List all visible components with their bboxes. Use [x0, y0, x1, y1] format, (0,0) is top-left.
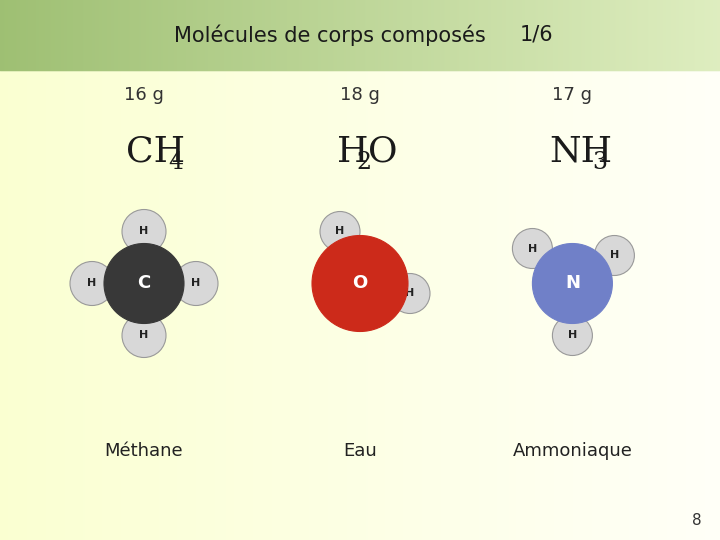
Text: O: O [368, 135, 397, 169]
Text: 8: 8 [693, 513, 702, 528]
Text: H: H [336, 226, 345, 237]
Text: Méthane: Méthane [104, 442, 184, 460]
Text: 3: 3 [593, 151, 608, 174]
Text: H: H [140, 226, 148, 237]
Circle shape [513, 228, 552, 268]
Text: H: H [192, 279, 201, 288]
Circle shape [312, 235, 408, 332]
Circle shape [532, 244, 613, 323]
Text: 16 g: 16 g [124, 85, 164, 104]
Text: H: H [528, 244, 537, 253]
Circle shape [70, 261, 114, 306]
Text: NH: NH [549, 135, 613, 169]
Text: H: H [568, 330, 577, 341]
Circle shape [122, 314, 166, 357]
Text: Eau: Eau [343, 442, 377, 460]
Text: O: O [352, 274, 368, 293]
Text: Ammoniaque: Ammoniaque [513, 442, 632, 460]
Text: 4: 4 [168, 151, 183, 174]
Text: H: H [610, 251, 619, 260]
Text: 17 g: 17 g [552, 85, 593, 104]
Circle shape [595, 235, 634, 275]
Text: C: C [138, 274, 150, 293]
Circle shape [552, 315, 593, 355]
Circle shape [320, 212, 360, 252]
Text: N: N [565, 274, 580, 293]
Text: 1/6: 1/6 [520, 25, 554, 45]
Text: H: H [140, 330, 148, 341]
Circle shape [174, 261, 218, 306]
Circle shape [390, 273, 430, 314]
Text: Molécules de corps composés: Molécules de corps composés [174, 24, 486, 46]
Text: CH: CH [126, 135, 185, 169]
Text: H: H [337, 135, 369, 169]
Circle shape [104, 244, 184, 323]
Circle shape [122, 210, 166, 253]
Text: 2: 2 [356, 151, 371, 174]
Text: H: H [405, 288, 415, 299]
Text: H: H [87, 279, 96, 288]
Text: 18 g: 18 g [340, 85, 380, 104]
